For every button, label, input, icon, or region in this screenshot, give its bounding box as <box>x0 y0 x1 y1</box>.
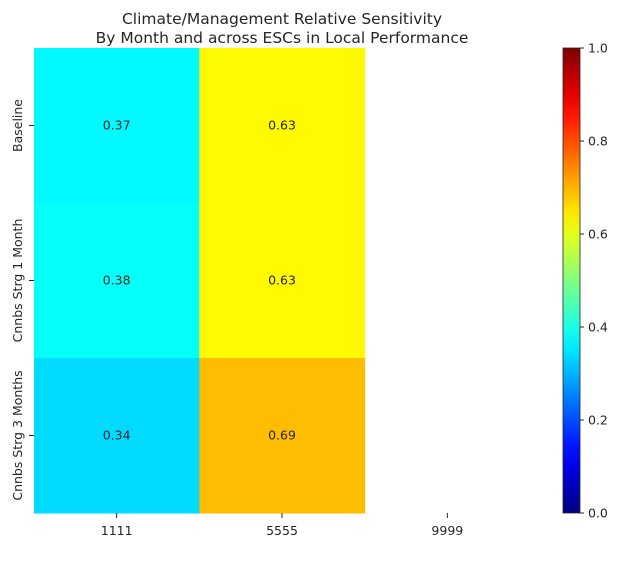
colorbar-frame <box>562 47 581 514</box>
heatmap-cells <box>34 48 366 514</box>
heatmap-cell-r2-c1 <box>199 358 366 514</box>
heatmap-cell-labels: 0.37 0.63 0.38 0.63 0.34 0.69 <box>103 118 296 443</box>
heatmap-cell-r2-c0 <box>34 358 200 514</box>
x-tick-label-2: 9999 <box>431 523 463 538</box>
chart-title: Climate/Management Relative SensitivityB… <box>96 10 469 47</box>
cell-value-label-r2-c0: 0.34 <box>103 428 131 443</box>
colorbar-tick-label-1: 0.2 <box>588 413 608 428</box>
x-tick-label-0: 1111 <box>101 523 133 538</box>
colorbar-tick-label-2: 0.4 <box>588 320 608 335</box>
cell-value-label-r0-c1: 0.63 <box>268 118 296 133</box>
cell-value-label-r0-c0: 0.37 <box>103 118 131 133</box>
cell-value-label-r1-c0: 0.38 <box>103 273 131 288</box>
x-tick-label-1: 5555 <box>266 523 298 538</box>
y-tick-label-1: Cnnbs Strg 1 Month <box>10 219 25 343</box>
colorbar-tick-label-0: 0.0 <box>588 506 608 521</box>
y-tick-label-2: Cnnbs Strg 3 Months <box>10 370 25 500</box>
chart-title-line-2: By Month and across ESCs in Local Perfor… <box>96 29 469 47</box>
y-tick-label-0: Baseline <box>10 99 25 152</box>
colorbar: 0.0 0.2 0.4 0.6 0.8 1.0 <box>562 41 608 521</box>
cell-value-label-r1-c1: 0.63 <box>268 273 296 288</box>
colorbar-tick-label-3: 0.6 <box>588 227 608 242</box>
y-axis: Baseline Cnnbs Strg 1 Month Cnnbs Strg 3 M… <box>10 99 34 501</box>
colorbar-gradient <box>563 48 580 513</box>
colorbar-tick-label-5: 1.0 <box>588 41 608 56</box>
chart-title-line-1: Climate/Management Relative Sensitivity <box>122 10 442 28</box>
x-axis: 1111 5555 9999 <box>101 513 463 538</box>
cell-value-label-r2-c1: 0.69 <box>268 428 296 443</box>
heatmap-cell-r1-c1 <box>199 203 366 359</box>
heatmap-cell-r1-c0 <box>34 203 200 359</box>
heatmap-cell-r0-c0 <box>34 48 200 204</box>
colorbar-tick-label-4: 0.8 <box>588 134 608 149</box>
heatmap-cell-r0-c1 <box>199 48 366 204</box>
